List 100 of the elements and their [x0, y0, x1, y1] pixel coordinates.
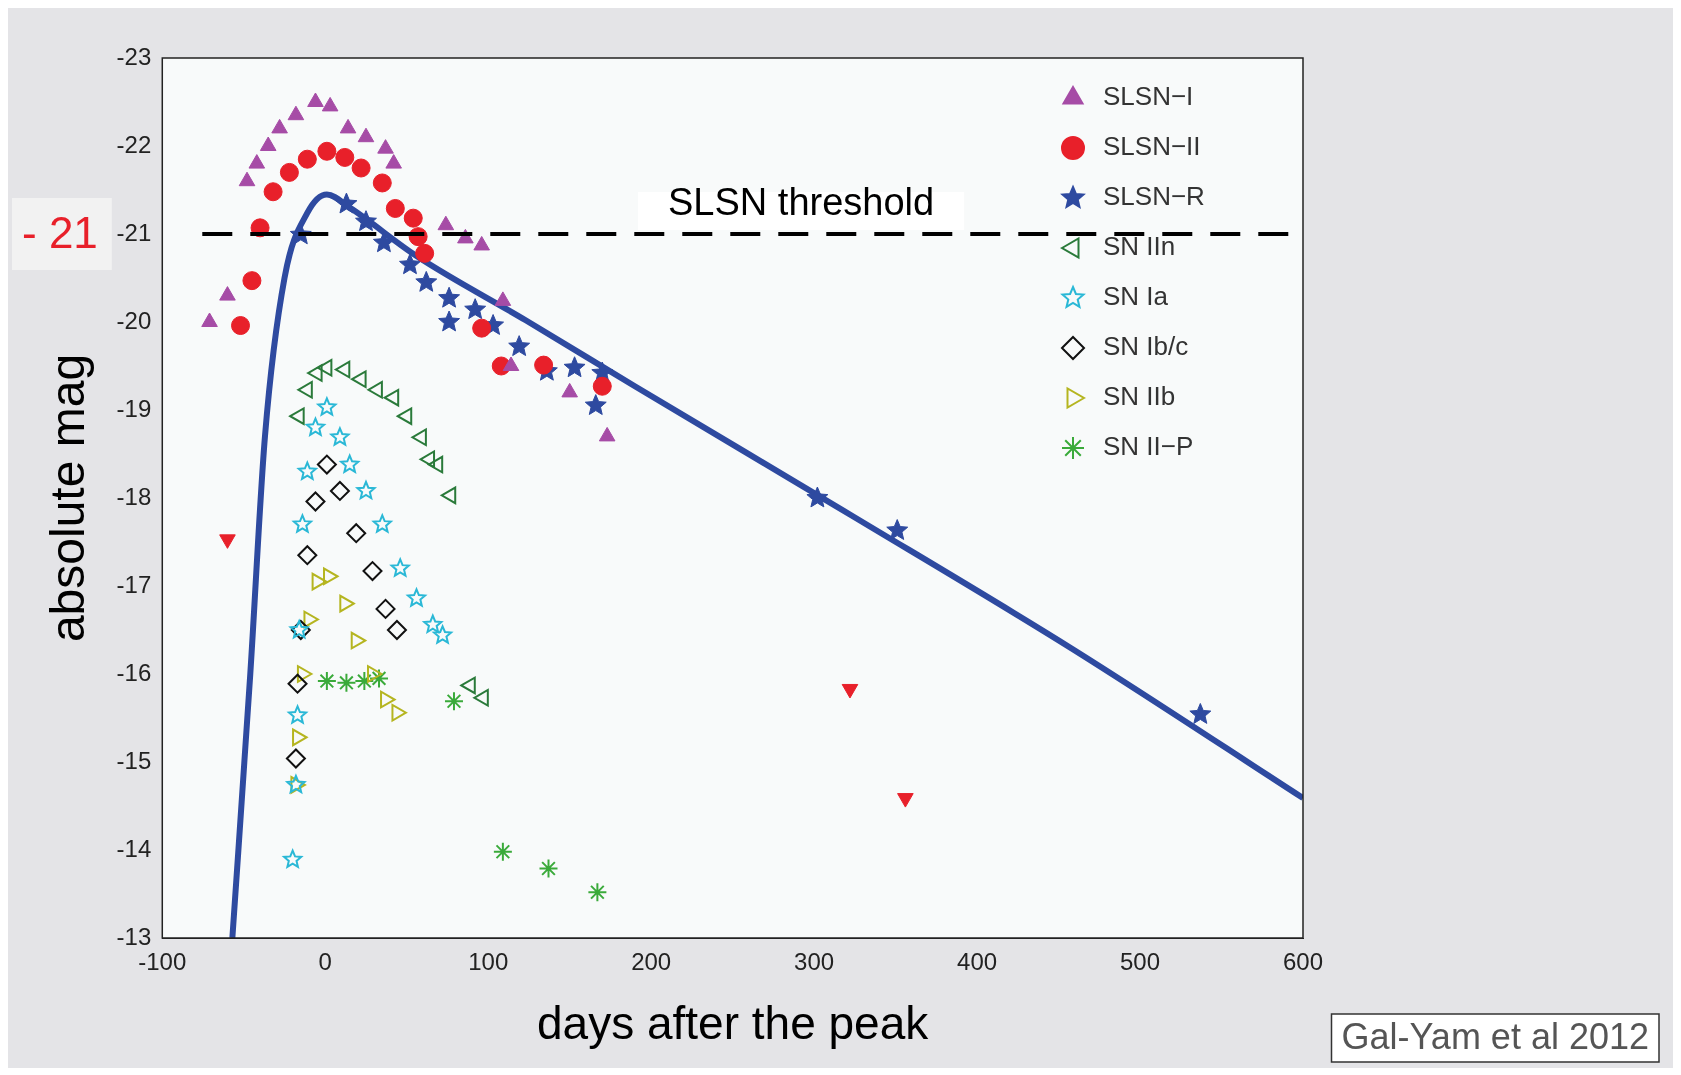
- legend-label: SN Ib/c: [1103, 331, 1189, 362]
- point: [502, 356, 520, 371]
- y-tick-label: -15: [116, 746, 152, 774]
- point: [534, 355, 554, 375]
- point: [287, 105, 305, 121]
- point: [390, 558, 410, 577]
- point: [317, 141, 337, 161]
- point: [285, 748, 306, 769]
- legend-label: SN IIn: [1103, 231, 1176, 262]
- x-tick-label: 300: [794, 948, 835, 976]
- point: [231, 316, 251, 336]
- y-tick-label: -14: [116, 834, 152, 862]
- point: [1189, 702, 1212, 724]
- point: [563, 356, 586, 378]
- point: [335, 147, 355, 167]
- x-axis-title: days after the peak: [537, 997, 930, 1050]
- point: [473, 235, 490, 251]
- point: [339, 118, 357, 134]
- point: [297, 545, 318, 566]
- point: [438, 286, 461, 308]
- point: [372, 514, 392, 533]
- point: [316, 454, 337, 475]
- point: [317, 397, 337, 416]
- point: [415, 270, 438, 292]
- x-tick-label: 200: [631, 948, 672, 976]
- x-tick-label: 100: [468, 948, 509, 976]
- point: [292, 514, 312, 533]
- legend-label: SN II−P: [1103, 431, 1194, 462]
- point: [242, 271, 262, 291]
- point: [305, 491, 326, 512]
- point: [538, 858, 559, 879]
- point: [283, 849, 303, 868]
- point: [806, 486, 829, 508]
- point: [335, 192, 358, 214]
- point: [336, 672, 357, 693]
- point: [423, 614, 443, 633]
- point: [271, 118, 288, 134]
- point: [372, 173, 392, 193]
- point: [561, 382, 578, 398]
- point: [357, 127, 375, 143]
- point: [329, 480, 350, 501]
- point: [297, 149, 317, 169]
- point: [305, 417, 326, 436]
- y-tick-label: -16: [116, 658, 152, 686]
- point: [340, 454, 360, 473]
- ref-line-label: SLSN threshold: [668, 181, 935, 224]
- point: [219, 286, 236, 301]
- legend-label: SLSN−R: [1103, 181, 1205, 212]
- point: [351, 158, 371, 178]
- point: [330, 427, 350, 446]
- legend-label: SLSN−II: [1103, 131, 1201, 162]
- point: [886, 519, 909, 540]
- point: [248, 154, 266, 169]
- point: [508, 335, 531, 357]
- point: [433, 625, 453, 644]
- x-tick-label: -100: [138, 948, 187, 976]
- point: [598, 426, 616, 442]
- legend-label: SLSN−I: [1103, 81, 1194, 112]
- point: [385, 198, 405, 218]
- point: [355, 210, 377, 232]
- y-tick-label: -22: [116, 130, 152, 158]
- point: [492, 841, 513, 862]
- point: [297, 461, 317, 480]
- point: [406, 588, 427, 607]
- y-tick-label: -21: [116, 218, 152, 246]
- point: [201, 312, 218, 327]
- point: [316, 671, 337, 692]
- legend-label: SN Ia: [1103, 281, 1169, 312]
- point: [464, 298, 487, 320]
- y-axis-title: absolute mag: [41, 353, 95, 643]
- y-tick-label: -18: [116, 482, 152, 510]
- point: [584, 394, 607, 415]
- point: [438, 310, 461, 332]
- point: [415, 243, 435, 263]
- point: [259, 136, 277, 151]
- x-tick-label: 0: [318, 948, 332, 976]
- point: [287, 705, 308, 724]
- point: [587, 882, 608, 903]
- point: [307, 92, 324, 107]
- point: [346, 523, 367, 544]
- point: [375, 598, 396, 619]
- point: [377, 139, 394, 154]
- point: [321, 96, 339, 112]
- point: [385, 154, 402, 169]
- x-tick-label: 400: [957, 948, 998, 976]
- x-tick-label: 600: [1282, 948, 1324, 976]
- point: [263, 182, 283, 202]
- y-tick-label: -20: [116, 306, 152, 334]
- point: [592, 376, 612, 396]
- y-tick-label: -19: [116, 394, 152, 422]
- y-tick-label: -23: [116, 42, 152, 70]
- point: [403, 208, 423, 228]
- point: [287, 673, 308, 694]
- point: [279, 162, 299, 182]
- x-tick-label: 500: [1120, 948, 1161, 976]
- text: - 21: [22, 208, 98, 258]
- y-tick-label: -13: [116, 922, 152, 950]
- point: [494, 291, 512, 306]
- point: [443, 691, 464, 712]
- point: [386, 620, 407, 640]
